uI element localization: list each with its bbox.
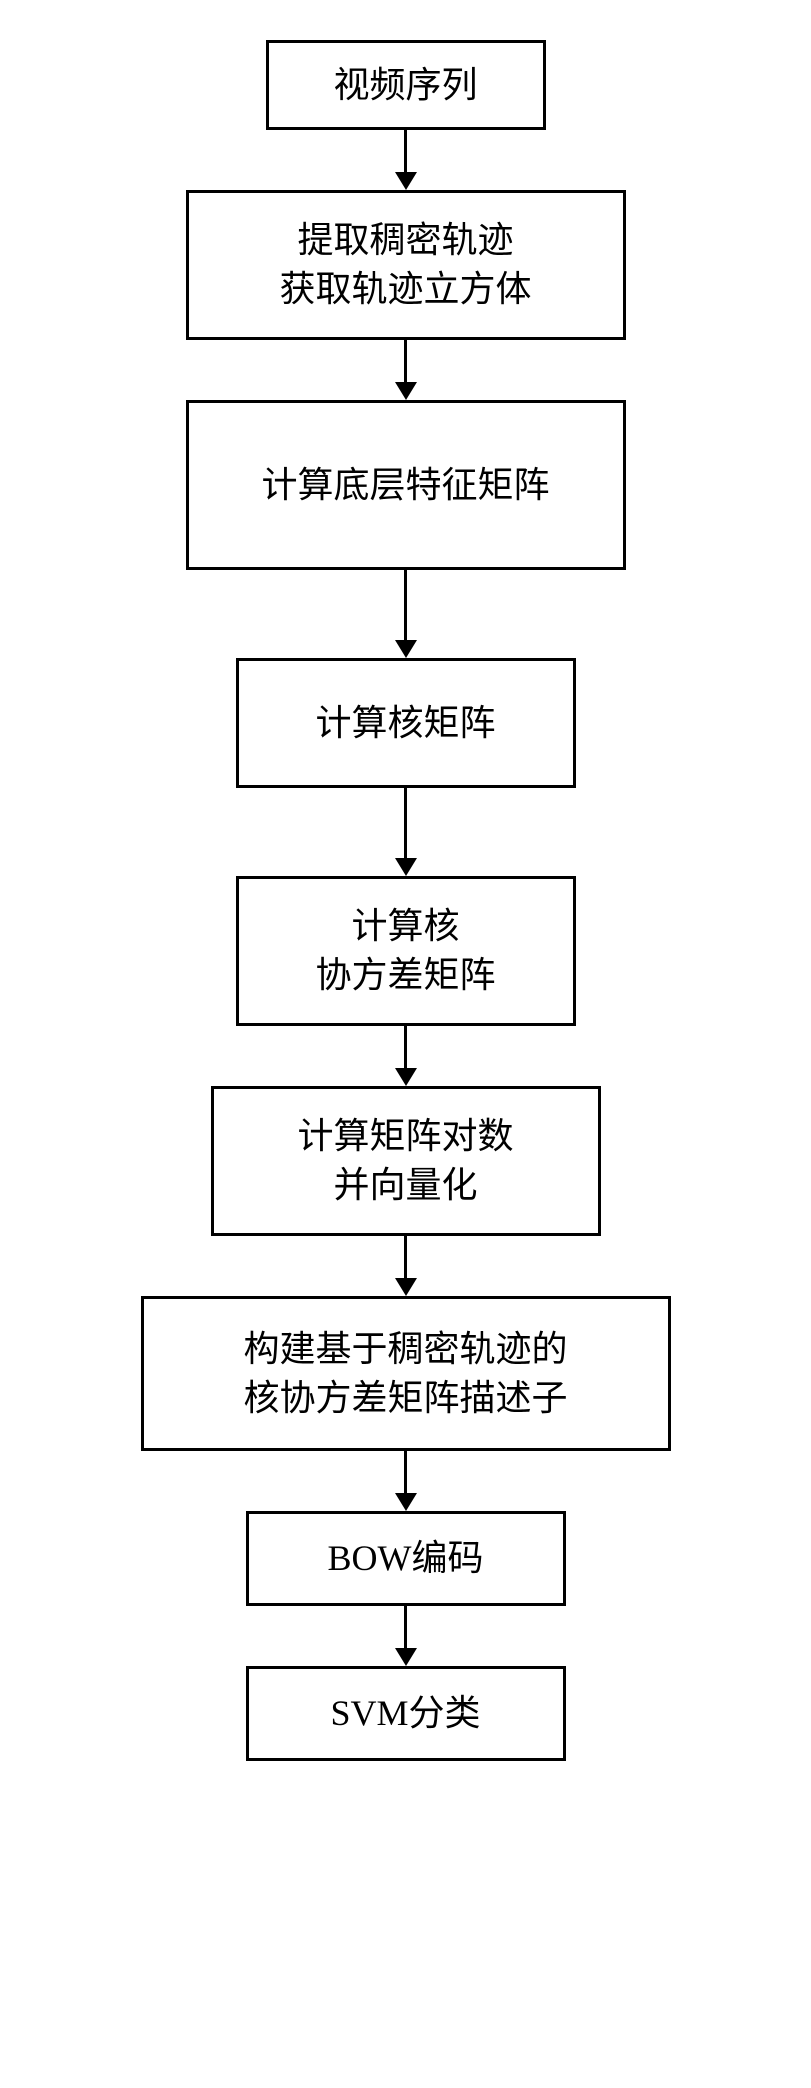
arrow-head-icon bbox=[395, 1493, 417, 1511]
arrow-head-icon bbox=[395, 1068, 417, 1086]
flowchart-node: 计算底层特征矩阵 bbox=[186, 400, 626, 570]
arrow-line bbox=[404, 340, 407, 382]
node-text-line: 核协方差矩阵描述子 bbox=[243, 1374, 567, 1423]
node-text-line: 计算核 bbox=[351, 902, 459, 951]
node-text-line: 视频序列 bbox=[333, 61, 477, 110]
flowchart-arrow bbox=[395, 1451, 417, 1511]
arrow-head-icon bbox=[395, 1648, 417, 1666]
flowchart-node: BOW编码 bbox=[246, 1511, 566, 1606]
arrow-head-icon bbox=[395, 858, 417, 876]
flowchart-node: 提取稠密轨迹获取轨迹立方体 bbox=[186, 190, 626, 340]
flowchart-container: 视频序列提取稠密轨迹获取轨迹立方体计算底层特征矩阵计算核矩阵计算核协方差矩阵计算… bbox=[141, 40, 671, 1761]
flowchart-arrow bbox=[395, 788, 417, 876]
flowchart-node: 计算核矩阵 bbox=[236, 658, 576, 788]
arrow-line bbox=[404, 130, 407, 172]
arrow-line bbox=[404, 1451, 407, 1493]
flowchart-node: 视频序列 bbox=[266, 40, 546, 130]
flowchart-arrow bbox=[395, 340, 417, 400]
node-text-line: 计算矩阵对数 bbox=[297, 1112, 513, 1161]
flowchart-node: 计算核协方差矩阵 bbox=[236, 876, 576, 1026]
node-text-line: 提取稠密轨迹 bbox=[297, 216, 513, 265]
arrow-line bbox=[404, 1236, 407, 1278]
node-text-line: 构建基于稠密轨迹的 bbox=[243, 1325, 567, 1374]
arrow-line bbox=[404, 1026, 407, 1068]
node-text-line: 获取轨迹立方体 bbox=[279, 265, 531, 314]
flowchart-arrow bbox=[395, 1026, 417, 1086]
arrow-head-icon bbox=[395, 172, 417, 190]
node-text-line: 计算核矩阵 bbox=[315, 699, 495, 748]
node-text-line: BOW编码 bbox=[328, 1534, 484, 1583]
flowchart-arrow bbox=[395, 130, 417, 190]
node-text-line: 计算底层特征矩阵 bbox=[261, 461, 549, 510]
flowchart-node: 计算矩阵对数并向量化 bbox=[211, 1086, 601, 1236]
arrow-head-icon bbox=[395, 640, 417, 658]
node-text-line: SVM分类 bbox=[330, 1689, 480, 1738]
node-text-line: 并向量化 bbox=[333, 1161, 477, 1210]
arrow-line bbox=[404, 570, 407, 640]
flowchart-node: 构建基于稠密轨迹的核协方差矩阵描述子 bbox=[141, 1296, 671, 1451]
flowchart-arrow bbox=[395, 1606, 417, 1666]
arrow-line bbox=[404, 1606, 407, 1648]
arrow-head-icon bbox=[395, 1278, 417, 1296]
arrow-head-icon bbox=[395, 382, 417, 400]
node-text-line: 协方差矩阵 bbox=[315, 951, 495, 1000]
flowchart-node: SVM分类 bbox=[246, 1666, 566, 1761]
flowchart-arrow bbox=[395, 1236, 417, 1296]
arrow-line bbox=[404, 788, 407, 858]
flowchart-arrow bbox=[395, 570, 417, 658]
